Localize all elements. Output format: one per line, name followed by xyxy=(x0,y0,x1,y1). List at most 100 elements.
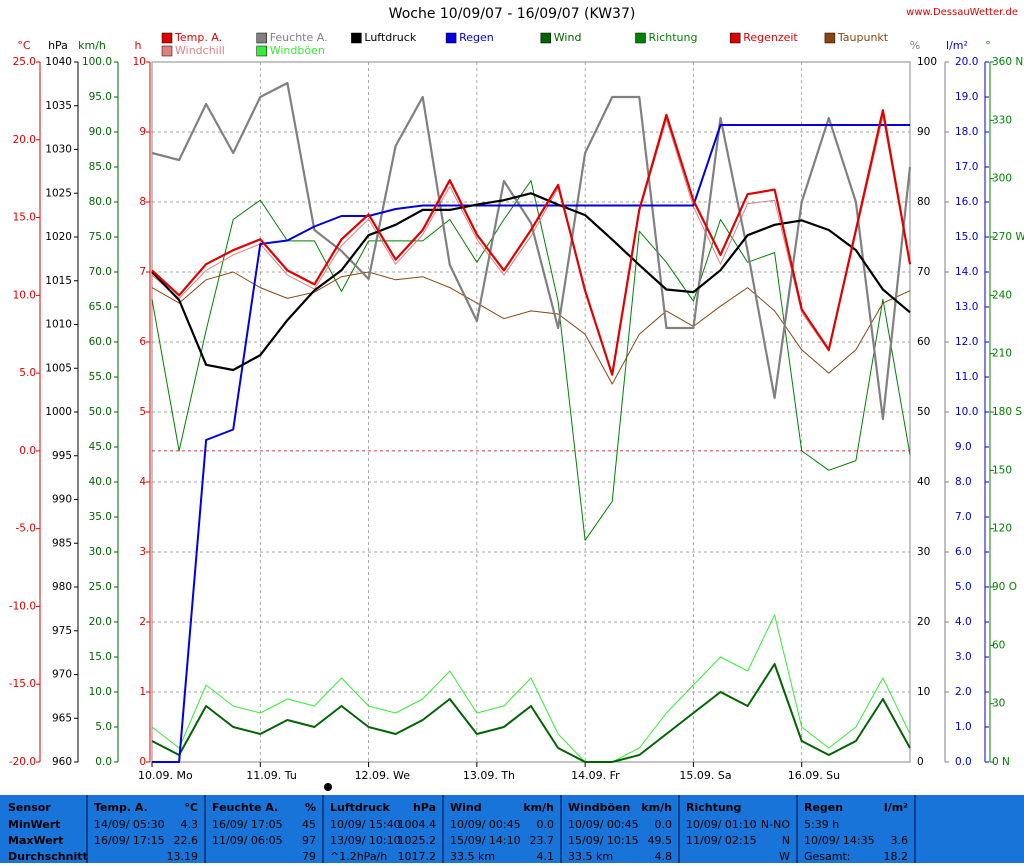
cell-value: 4.8 xyxy=(654,850,673,863)
axis-tick-label: 1020 xyxy=(45,231,72,243)
axis-tick-label: 3.0 xyxy=(955,651,972,663)
axis-tick-label: -15.0 xyxy=(9,678,36,690)
row-label: Durchschnitt xyxy=(8,850,88,863)
column-unit: km/h xyxy=(523,801,554,814)
cell-value: 4.3 xyxy=(180,818,199,831)
x-tick-label: 10.09. Mo xyxy=(138,769,193,782)
table-column: Regen l/m² 5:39 h 10/09/ 14:35 3.6 Gesamt: 18.… xyxy=(798,795,916,863)
axis-tick-label: 19.0 xyxy=(955,91,978,103)
axis-tick-label: 7 xyxy=(139,266,146,278)
cell-time: ^1.2hPa/h xyxy=(330,850,388,863)
cell-time: 10/09/ 00:45 xyxy=(450,818,521,831)
x-tick-label: 14.09. Fr xyxy=(571,769,620,782)
stats-table: Sensor MinWert MaxWert Durchschnitt Temp. A.… xyxy=(0,795,1024,863)
axis-tick-label: 995 xyxy=(52,450,72,462)
table-column: Wind km/h 10/09/ 00:45 0.0 15/09/ 14:10 23.7 3… xyxy=(444,795,562,863)
axis-tick-label: 15.0 xyxy=(955,231,978,243)
cell-value: 0.0 xyxy=(654,818,673,831)
axis-tick-label: 55.0 xyxy=(89,371,112,383)
legend-label: Richtung xyxy=(649,31,698,44)
axis-tick-label: 980 xyxy=(52,581,72,593)
table-header: Sensor xyxy=(8,801,51,814)
axis-tick-label: 20 xyxy=(917,616,930,628)
axis-tick-label: 95.0 xyxy=(89,91,112,103)
cell-value: 79 xyxy=(302,850,316,863)
x-tick-label: 15.09. Sa xyxy=(679,769,731,782)
cell-time: 15/09/ 10:15 xyxy=(568,834,639,847)
axis-tick-label: -10.0 xyxy=(9,600,36,612)
chart: Woche 10/09/07 - 16/09/07 (KW37) www.Des… xyxy=(9,6,1024,791)
legend-swatch xyxy=(729,32,741,44)
column-header: Wind xyxy=(450,801,482,814)
axis-tick-label: 60.0 xyxy=(89,336,112,348)
cell-time: 11/09/ 02:15 xyxy=(686,834,757,847)
axis-tick-label: 20.0 xyxy=(89,616,112,628)
axis-tick-label: 20.0 xyxy=(13,134,36,146)
legend-label: Regenzeit xyxy=(743,31,798,44)
axis-title: °C xyxy=(17,39,31,52)
legend-swatch xyxy=(161,45,173,57)
column-unit: hPa xyxy=(412,801,436,814)
axis-tick-label: 4.0 xyxy=(955,616,972,628)
axis-tick-label: 300 xyxy=(992,173,1012,185)
legend-swatch xyxy=(256,45,267,57)
axis-title: hPa xyxy=(48,39,68,52)
table-column: Luftdruck hPa 10/09/ 15:40 1004.4 13/09/ 10:… xyxy=(324,795,444,863)
axis-tick-label: 1040 xyxy=(45,56,72,68)
axis-tick-label: 1015 xyxy=(45,275,72,287)
axis-tick-label: 90 O xyxy=(992,581,1017,593)
axis-tick-label: 30 xyxy=(917,546,930,558)
cell-time: 33.5 km xyxy=(568,850,614,863)
legend-swatch xyxy=(351,32,362,44)
cell-value: W xyxy=(779,850,790,863)
chart-title: Woche 10/09/07 - 16/09/07 (KW37) xyxy=(389,6,636,22)
column-unit: % xyxy=(304,801,316,814)
axis-tick-label: 270 W xyxy=(992,231,1024,243)
axis-tick-label: 5.0 xyxy=(19,367,36,379)
cell-value: N-NO xyxy=(760,818,790,831)
cell-value: 0.0 xyxy=(536,818,555,831)
axis-tick-label: 2 xyxy=(139,616,146,628)
axis-tick-label: 13.0 xyxy=(955,301,978,313)
axis-tick-label: -20.0 xyxy=(9,756,36,768)
series-line xyxy=(151,109,912,376)
x-tick-label: 11.09. Tu xyxy=(246,769,297,782)
cell-time: 11/09/ 06:05 xyxy=(212,834,283,847)
axis-tick-label: 15.0 xyxy=(13,212,36,224)
cell-value: 97 xyxy=(302,834,316,847)
cell-value: 18.2 xyxy=(883,850,909,863)
axis-tick-label: 70.0 xyxy=(89,266,112,278)
axis-tick-label: 60 xyxy=(992,639,1005,651)
axis-tick-label: 25.0 xyxy=(89,581,112,593)
axis-tick-label: 210 xyxy=(992,348,1012,360)
axis-tick-label: 6 xyxy=(139,336,146,348)
source: www.DessauWetter.de xyxy=(906,7,1018,18)
legend-label: Windböen xyxy=(270,44,325,57)
axis-tick-label: 330 xyxy=(992,114,1012,126)
legend-swatch xyxy=(256,32,267,44)
cell-value: 3.6 xyxy=(890,834,909,847)
axis-tick-label: 14.0 xyxy=(955,266,978,278)
axis-tick-label: 30 xyxy=(992,698,1005,710)
axis-tick-label: 12.0 xyxy=(955,336,978,348)
axis-tick-label: 1.0 xyxy=(955,721,972,733)
axis-tick-label: 17.0 xyxy=(955,161,978,173)
axis-tick-label: 985 xyxy=(52,537,72,549)
cell-value: 49.5 xyxy=(647,834,673,847)
axis-tick-label: 60 xyxy=(917,336,930,348)
series-line xyxy=(151,614,911,763)
axis-tick-label: 35.0 xyxy=(89,511,112,523)
axis-title: % xyxy=(910,39,920,52)
legend-swatch xyxy=(635,32,646,44)
axis-tick-label: 1025 xyxy=(45,187,72,199)
table-column: Sensor MinWert MaxWert Durchschnitt xyxy=(0,795,88,863)
axis-tick-label: 90.0 xyxy=(89,126,112,138)
legend-label: Feuchte A. xyxy=(270,31,328,44)
axis-tick-label: -5.0 xyxy=(16,523,37,535)
legend-label: Temp. A. xyxy=(174,31,222,44)
cell-time: 33.5 km xyxy=(450,850,496,863)
cell-time: 14/09/ 05:30 xyxy=(94,818,165,831)
table-column: Richtung 10/09/ 01:10 N-NO 11/09/ 02:15 N W xyxy=(680,795,798,863)
axis-tick-label: 1005 xyxy=(45,362,72,374)
axis-tick-label: 5.0 xyxy=(955,581,972,593)
